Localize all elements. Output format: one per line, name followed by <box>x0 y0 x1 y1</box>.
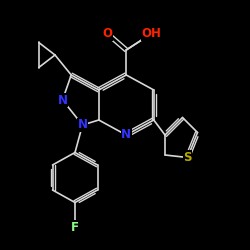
Text: OH: OH <box>141 27 161 40</box>
Text: N: N <box>121 128 131 141</box>
Text: S: S <box>183 151 192 164</box>
Text: N: N <box>58 94 68 106</box>
Text: N: N <box>78 118 88 132</box>
Text: O: O <box>102 27 113 40</box>
Text: F: F <box>71 221 79 234</box>
